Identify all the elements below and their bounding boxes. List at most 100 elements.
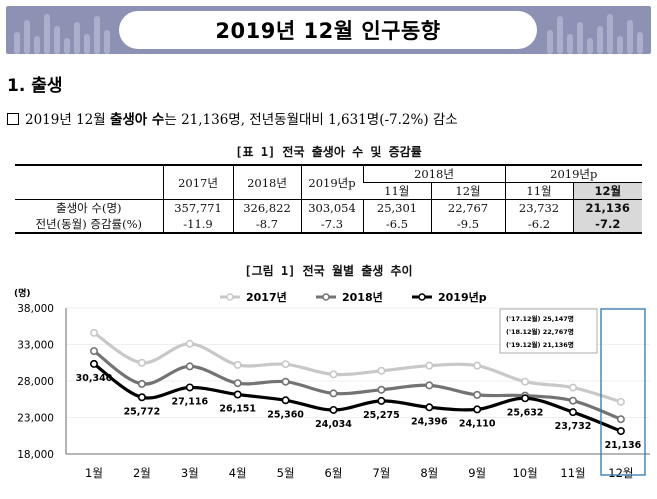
data-point bbox=[90, 328, 99, 337]
x-tick-label: 12월 bbox=[608, 466, 633, 480]
table-subheader: 12월 bbox=[430, 182, 505, 200]
y-tick-label: 33,000 bbox=[17, 340, 54, 352]
title-banner: 2019년 12월 인구동향 bbox=[6, 6, 651, 54]
table-row: 출생아 수(명) 357,771 326,822 303,054 25,301 … bbox=[15, 199, 642, 216]
bar-pattern-decoration bbox=[547, 14, 643, 54]
x-tick-label: 11월 bbox=[560, 466, 585, 480]
x-tick-label: 5월 bbox=[277, 466, 295, 480]
december-highlight-box bbox=[600, 308, 646, 476]
data-label: 24,034 bbox=[315, 419, 352, 430]
data-point bbox=[281, 377, 290, 386]
data-point bbox=[568, 383, 577, 392]
x-tick-label: 2월 bbox=[133, 466, 151, 480]
row-label: 전년(동월) 증감률(%) bbox=[15, 216, 163, 234]
data-point bbox=[90, 347, 99, 356]
chart-caption: [그림 1] 전국 월별 출생 추이 bbox=[244, 264, 413, 278]
data-label: 24,396 bbox=[411, 416, 448, 427]
table-header: 2019년p bbox=[504, 164, 642, 183]
bar-pattern-decoration bbox=[14, 14, 110, 54]
data-point bbox=[137, 393, 146, 402]
legend-label: 2018년 bbox=[342, 290, 383, 304]
table-subheader: 11월 bbox=[363, 182, 431, 200]
series-line bbox=[93, 349, 622, 421]
data-label: 25,772 bbox=[124, 406, 161, 417]
data-label: 30,340 bbox=[76, 373, 113, 384]
x-tick-label: 4월 bbox=[229, 466, 247, 480]
table-corner-cell bbox=[15, 164, 163, 200]
monthly-births-chart: (명) 2017년 2018년 2019년p 18,000 23,000 28,000 3… bbox=[14, 287, 650, 480]
data-label: 25,632 bbox=[507, 407, 544, 418]
data-point bbox=[185, 383, 194, 392]
data-point bbox=[473, 361, 482, 370]
table-header: 2018년 bbox=[362, 164, 505, 183]
chart-legend: 2017년 2018년 2019년p bbox=[220, 290, 487, 304]
legend-marker bbox=[226, 293, 234, 301]
row-label: 출생아 수(명) bbox=[55, 201, 122, 215]
legend-label: 2017년 bbox=[246, 290, 287, 304]
page-title: 2019년 12월 인구동향 bbox=[215, 19, 441, 43]
data-label: 23,732 bbox=[555, 421, 592, 432]
table-subheader-highlight: 12월 bbox=[572, 182, 642, 200]
inset-text: ('19.12월) 21,136명 bbox=[506, 340, 574, 349]
plot-area: 30,340 25,772 27,116 26,151 25,360 24,034 25,2… bbox=[76, 328, 642, 451]
data-point bbox=[281, 396, 290, 405]
data-point bbox=[425, 361, 434, 370]
data-point bbox=[377, 396, 386, 405]
table-header: 2019년p bbox=[300, 164, 363, 200]
data-point bbox=[568, 396, 577, 405]
x-tick-label: 6월 bbox=[325, 466, 343, 480]
checkbox-square-icon bbox=[7, 113, 19, 125]
table-row: 전년(동월) 증감률(%) -11.9 -8.7 -7.3 -6.5 -9.5 … bbox=[15, 216, 642, 234]
data-point bbox=[90, 359, 99, 368]
inset-text: ('18.12월) 22,767명 bbox=[506, 327, 574, 336]
data-point bbox=[233, 379, 242, 388]
birth-stats-table: 2017년 2018년 2019년p 2018년 2019년p 11월 12월 … bbox=[15, 164, 642, 234]
table-cell: -6.2 bbox=[504, 216, 573, 234]
x-axis: 1월 2월 3월 4월 5월 6월 7월 8월 9월 10월 11월 12월 bbox=[66, 453, 650, 480]
table-cell: -6.5 bbox=[362, 216, 431, 234]
legend-marker bbox=[418, 293, 426, 301]
y-tick-label: 18,000 bbox=[17, 449, 54, 461]
data-point bbox=[137, 379, 146, 388]
inset-text: ('17.12월) 25,147명 bbox=[506, 314, 574, 323]
table-subheader: 11월 bbox=[504, 182, 573, 200]
y-tick-label: 28,000 bbox=[17, 376, 54, 388]
data-point bbox=[329, 370, 338, 379]
data-point bbox=[377, 366, 386, 375]
y-tick-label: 38,000 bbox=[17, 303, 54, 315]
data-point bbox=[568, 408, 577, 417]
x-tick-label: 8월 bbox=[420, 466, 438, 480]
data-point bbox=[521, 377, 530, 386]
data-point bbox=[233, 390, 242, 399]
data-point bbox=[521, 394, 530, 403]
table-cell: 23,732 bbox=[504, 199, 573, 216]
data-label: 26,151 bbox=[219, 403, 256, 414]
data-label: 27,116 bbox=[171, 396, 208, 407]
x-tick-label: 9월 bbox=[468, 466, 486, 480]
data-point bbox=[137, 358, 146, 367]
x-tick-label: 3월 bbox=[181, 466, 199, 480]
data-point bbox=[425, 381, 434, 390]
data-point bbox=[377, 385, 386, 394]
data-point bbox=[616, 415, 625, 424]
data-point bbox=[473, 405, 482, 414]
summary-line: 2019년 12월 출생아 수는 21,136명, 전년동월대비 1,631명(… bbox=[7, 108, 458, 128]
y-tick-label: 23,000 bbox=[17, 413, 54, 425]
x-tick-label: 10월 bbox=[512, 466, 537, 480]
y-unit-label: (명) bbox=[14, 287, 31, 299]
x-tick-label: 7월 bbox=[372, 466, 390, 480]
data-point bbox=[616, 397, 625, 406]
data-point bbox=[185, 362, 194, 371]
table-cell: -9.5 bbox=[430, 216, 505, 234]
table-cell: -8.7 bbox=[232, 216, 301, 234]
table-cell: 303,054 bbox=[300, 199, 363, 216]
legend-marker bbox=[322, 293, 330, 301]
data-point bbox=[329, 389, 338, 398]
data-point bbox=[281, 360, 290, 369]
table-caption: [표 1] 전국 출생아 수 및 증감률 bbox=[235, 145, 422, 159]
series-line bbox=[93, 331, 622, 404]
table-cell: -11.9 bbox=[162, 216, 233, 234]
table-cell: 22,767 bbox=[430, 199, 505, 216]
table-cell: 357,771 bbox=[162, 199, 233, 216]
summary-rest: 는 21,136명, 전년동월대비 1,631명(-7.2%) 감소 bbox=[164, 112, 458, 128]
